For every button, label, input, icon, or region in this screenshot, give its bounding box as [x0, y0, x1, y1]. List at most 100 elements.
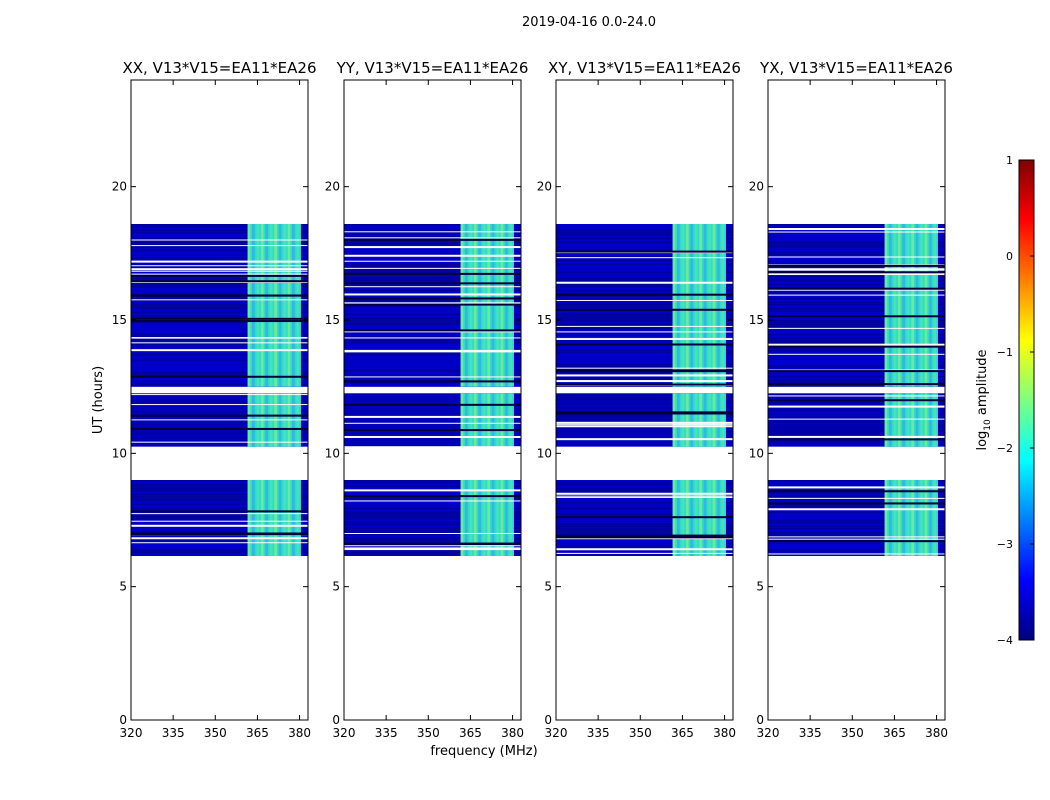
noise-row	[344, 224, 521, 225]
dark-line	[131, 510, 308, 513]
flag-line	[556, 496, 733, 498]
noise-row	[131, 256, 308, 257]
x-tick-label: 335	[375, 726, 398, 740]
noise-row	[131, 435, 308, 437]
noise-row	[344, 419, 521, 421]
rfi-channel	[260, 480, 264, 556]
noise-row	[556, 397, 733, 399]
noise-row	[768, 286, 945, 287]
noise-row	[768, 252, 945, 253]
noise-row	[344, 522, 521, 523]
dark-line	[344, 282, 521, 285]
noise-row	[344, 344, 521, 345]
flag-line	[556, 421, 733, 424]
noise-row	[344, 528, 521, 529]
noise-row	[131, 421, 308, 423]
noise-row	[556, 242, 733, 243]
dark-line	[768, 370, 945, 373]
noise-row	[344, 534, 521, 535]
figure-suptitle: 2019-04-16 0.0-24.0	[522, 15, 656, 30]
rfi-channel	[906, 224, 910, 387]
noise-row	[768, 284, 945, 285]
noise-row	[556, 360, 733, 361]
flag-line	[768, 395, 945, 397]
x-tick-label: 335	[162, 726, 185, 740]
noise-row	[131, 360, 308, 361]
noise-row	[556, 488, 733, 489]
flag-line	[556, 438, 733, 441]
dark-line	[344, 297, 521, 300]
noise-row	[131, 550, 308, 551]
colorbar-tick-label: 1	[1006, 154, 1013, 167]
rfi-channel	[721, 224, 725, 387]
flag-line	[556, 257, 733, 259]
noise-row	[131, 380, 308, 381]
rfi-channel	[712, 393, 716, 447]
noise-row	[556, 288, 733, 289]
noise-row	[344, 484, 521, 485]
flag-line	[768, 289, 945, 291]
flag-line	[131, 349, 308, 352]
noise-row	[131, 405, 308, 407]
rfi-channel	[509, 393, 513, 447]
noise-row	[131, 401, 308, 403]
noise-row	[768, 425, 945, 427]
flag-line	[344, 231, 521, 233]
noise-row	[131, 439, 308, 441]
noise-row	[768, 372, 945, 373]
dark-line	[556, 411, 733, 414]
flag-line	[344, 254, 521, 257]
flag-line	[131, 342, 308, 344]
rfi-channel	[893, 480, 897, 556]
flag-line	[768, 553, 945, 555]
noise-row	[768, 554, 945, 555]
noise-row	[556, 490, 733, 491]
noise-row	[768, 224, 945, 225]
noise-row	[556, 417, 733, 419]
noise-row	[344, 250, 521, 251]
rfi-channel	[500, 393, 504, 447]
rfi-channel	[897, 480, 901, 556]
noise-row	[344, 502, 521, 503]
noise-row	[768, 530, 945, 531]
noise-row	[131, 302, 308, 303]
noise-row	[131, 224, 308, 225]
noise-row	[768, 488, 945, 489]
noise-row	[131, 427, 308, 429]
noise-row	[556, 320, 733, 321]
noise-row	[344, 352, 521, 353]
noise-row	[768, 380, 945, 381]
flag-line	[768, 369, 945, 371]
noise-row	[556, 435, 733, 437]
noise-row	[131, 358, 308, 359]
noise-row	[131, 374, 308, 375]
flag-line	[768, 497, 945, 499]
flag-line	[344, 286, 521, 288]
rfi-channel	[487, 480, 490, 556]
noise-row	[344, 336, 521, 337]
rfi-channel	[893, 224, 897, 387]
flag-line	[768, 294, 945, 296]
noise-row	[556, 356, 733, 357]
rfi-channel	[929, 224, 932, 387]
flag-line	[344, 337, 521, 339]
noise-row	[556, 546, 733, 547]
rfi-channel	[283, 224, 286, 387]
colorbar-label: log10 amplitude	[975, 349, 993, 450]
rfi-channel	[681, 224, 685, 387]
noise-row	[768, 409, 945, 411]
flag-line	[131, 524, 308, 527]
flag-line	[556, 374, 733, 377]
panel-title: XY, V13*V15=EA11*EA26	[548, 59, 741, 77]
noise-row	[556, 405, 733, 407]
flag-line	[131, 273, 308, 275]
rfi-channel	[496, 480, 499, 556]
rfi-channel	[690, 224, 694, 387]
dark-line	[131, 375, 308, 378]
noise-row	[131, 260, 308, 261]
noise-row	[344, 486, 521, 487]
flag-line	[131, 281, 308, 283]
x-tick-label: 365	[671, 726, 694, 740]
noise-row	[768, 516, 945, 517]
noise-row	[556, 403, 733, 405]
